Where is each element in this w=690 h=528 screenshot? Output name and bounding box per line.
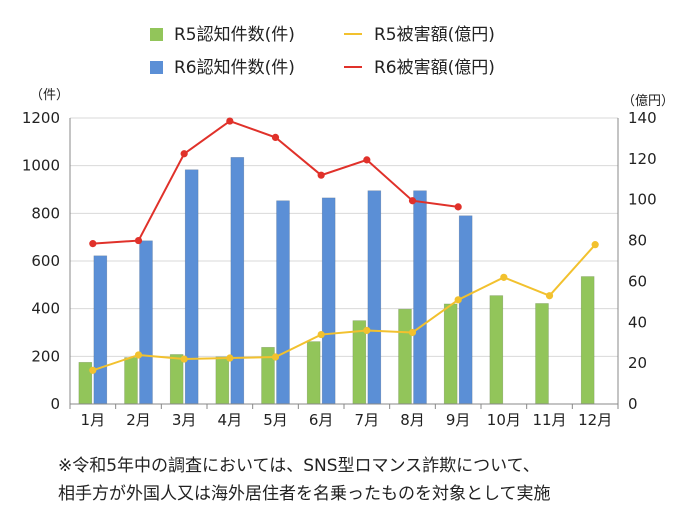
right-tick-label: 40 [628,313,647,331]
point-r5-damage [545,292,554,300]
point-r5-damage [591,241,599,249]
legend-label: R6認知件数(件) [174,58,295,78]
right-tick-label: 20 [628,354,647,372]
legend-swatch [150,61,163,74]
right-tick-label: 80 [628,232,647,250]
bars [78,157,595,405]
bar-r5-count [398,308,412,405]
point-r6-damage [454,203,462,211]
legend-label: R5認知件数(件) [174,25,295,45]
bar-r5-count [306,341,321,405]
bar-r6-count [321,197,336,405]
axes [69,118,619,409]
right-tick-label: 60 [628,272,647,290]
legend-swatch [150,28,163,41]
point-r5-damage [271,353,280,361]
right-tick-label: 140 [628,109,657,127]
point-r5-damage [454,296,462,304]
point-r6-damage [134,236,143,245]
point-r6-damage [89,240,97,248]
left-tick-label: 1000 [22,157,60,175]
line-r5-damage [92,243,596,372]
bar-r5-count [215,356,230,405]
left-tick-label: 0 [50,395,60,413]
bar-r5-count [489,295,504,405]
bar-r6-count [184,169,199,405]
bar-r6-count [93,255,108,405]
right-axis-unit: （億円） [622,93,674,109]
bar-r5-count [535,303,549,405]
x-tick-label: 11月 [532,411,566,429]
x-tick-label: 4月 [218,411,243,429]
point-r6-damage [363,156,371,164]
x-tick-label: 5月 [263,411,288,429]
right-tick-label: 100 [628,191,657,209]
point-r6-damage [408,197,417,205]
legend-label: R6被害額(億円) [374,58,495,78]
x-tick-label: 3月 [172,411,197,429]
point-r5-damage [408,328,417,337]
bar-r6-count [276,200,290,405]
tick-labels: 0 200 400 600 800 1000 1200 0 20 40 60 80 100 120 140 1… [22,109,657,429]
point-r5-damage [317,330,325,339]
x-tick-label: 12月 [578,411,612,429]
chart: R5認知件数(件) R6認知件数(件) R5被害額(億円) R6被害額(億円) （件）… [22,25,674,429]
right-tick-label: 120 [628,150,657,168]
x-tick-label: 2月 [126,411,151,429]
left-tick-label: 1200 [22,109,60,127]
x-tick-label: 9月 [446,411,471,429]
left-tick-label: 200 [31,347,60,365]
point-r5-damage [180,355,188,363]
x-tick-label: 1月 [81,411,106,429]
left-tick-label: 400 [31,300,60,318]
x-tick-label: 6月 [309,411,334,429]
legend-label: R5被害額(億円) [374,25,495,45]
x-tick-label: 7月 [355,411,380,429]
bar-r5-count [352,320,367,405]
point-r6-damage [226,117,234,125]
point-r6-damage [180,150,188,158]
left-axis-unit: （件） [30,88,69,103]
x-tick-label: 8月 [400,411,425,429]
legend: R5認知件数(件) R6認知件数(件) R5被害額(億円) R6被害額(億円) [150,25,495,78]
footnote-line-2: 相手方が外国人又は海外居住者を名乗ったものを対象として実施 [58,484,551,504]
bar-r6-count [413,190,427,405]
bar-r5-count [580,276,595,405]
point-r6-damage [271,133,280,142]
point-r6-damage [317,171,325,179]
point-r5-damage [226,354,234,362]
bar-r6-count [367,190,382,405]
point-r5-damage [89,366,97,374]
x-tick-label: 10月 [487,411,521,429]
lines [89,117,599,374]
point-r5-damage [500,273,508,281]
bar-r6-count [139,240,153,405]
bar-r5-count [443,303,458,405]
bar-r6-count [230,157,245,405]
point-r5-damage [363,326,371,335]
left-tick-label: 800 [31,204,60,222]
point-r5-damage [134,351,143,359]
right-tick-label: 0 [628,395,638,413]
bar-r5-count [124,357,138,405]
left-tick-label: 600 [31,252,60,270]
bar-r5-count [169,354,184,405]
bar-r6-count [458,215,473,405]
footnote-line-1: ※令和5年中の調査においては、SNS型ロマンス詐欺について、 [58,456,540,476]
